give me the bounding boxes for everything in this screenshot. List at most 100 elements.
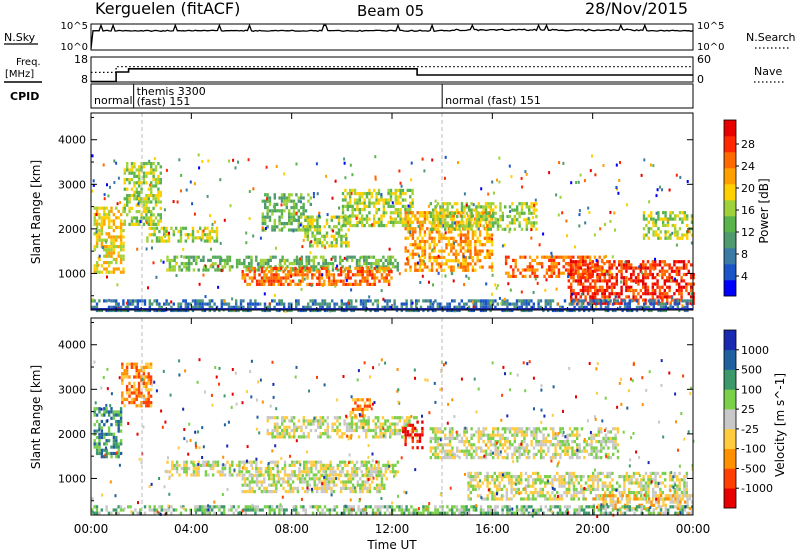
echo-cell xyxy=(363,474,367,478)
echo-cell xyxy=(130,168,134,172)
echo-cell xyxy=(436,430,440,434)
echo-cell xyxy=(304,234,307,238)
echo-cell xyxy=(380,198,383,202)
echo-cell xyxy=(133,174,136,178)
echo-cell xyxy=(340,234,343,238)
echo-cell xyxy=(343,302,346,306)
echo-cell xyxy=(618,292,621,296)
echo-cell xyxy=(504,255,508,259)
echo-cell xyxy=(472,449,476,453)
echo-cell xyxy=(673,279,676,283)
echo-cell xyxy=(421,254,424,258)
echo-cell xyxy=(489,301,492,305)
echo-cell xyxy=(316,221,319,226)
echo-cell xyxy=(368,295,371,299)
echo-cell xyxy=(134,195,137,199)
echo-cell xyxy=(327,282,331,286)
echo-cell xyxy=(288,199,291,203)
echo-cell xyxy=(361,276,364,280)
echo-cell xyxy=(211,467,215,471)
echo-cell xyxy=(371,302,375,306)
echo-cell xyxy=(580,305,583,309)
echo-cell xyxy=(138,197,141,201)
echo-cell xyxy=(344,217,347,221)
echo-cell xyxy=(196,299,199,303)
echo-cell xyxy=(330,234,333,238)
echo-cell xyxy=(243,463,246,467)
echo-cell xyxy=(394,198,397,202)
echo-cell xyxy=(470,299,473,303)
echo-cell xyxy=(398,432,401,436)
echo-cell xyxy=(349,204,352,208)
echo-cell xyxy=(191,239,195,243)
echo-cell xyxy=(406,220,410,224)
echo-cell xyxy=(125,388,129,392)
echo-cell xyxy=(344,176,347,180)
echo-cell xyxy=(525,205,528,209)
echo-cell xyxy=(310,467,313,471)
echo-cell xyxy=(657,217,660,221)
echo-cell xyxy=(347,480,350,484)
echo-cell xyxy=(444,224,447,228)
echo-cell xyxy=(588,211,591,214)
echo-cell xyxy=(105,213,108,217)
echo-cell xyxy=(278,218,281,222)
echo-cell xyxy=(444,221,447,225)
echo-cell xyxy=(646,292,650,296)
echo-cell xyxy=(278,209,281,213)
echo-cell xyxy=(416,261,419,265)
echo-cell xyxy=(373,220,376,224)
echo-cell xyxy=(326,416,329,420)
echo-cell xyxy=(300,206,303,210)
echo-cell xyxy=(283,435,286,439)
echo-cell xyxy=(122,229,125,233)
echo-cell xyxy=(238,463,241,467)
echo-cell xyxy=(574,269,578,273)
echo-cell xyxy=(282,270,285,274)
echo-cell xyxy=(652,217,655,221)
echo-cell xyxy=(682,260,686,264)
echo-cell xyxy=(429,456,432,460)
echo-cell xyxy=(306,480,309,484)
echo-cell xyxy=(392,192,395,196)
echo-cell xyxy=(336,428,339,433)
echo-cell xyxy=(375,195,378,199)
echo-cell xyxy=(676,299,679,303)
echo-cell xyxy=(436,443,440,447)
echo-cell xyxy=(145,216,148,220)
echo-cell xyxy=(380,480,384,484)
echo-cell xyxy=(258,282,261,286)
echo-cell xyxy=(658,273,661,277)
echo-cell xyxy=(548,274,551,278)
echo-cell xyxy=(344,224,347,228)
echo-cell xyxy=(375,211,378,215)
echo-cell xyxy=(647,236,650,240)
echo-cell xyxy=(342,486,345,490)
echo-cell xyxy=(432,211,435,215)
echo-cell xyxy=(386,302,389,306)
echo-cell xyxy=(210,263,213,267)
echo-cell xyxy=(389,198,393,202)
echo-cell xyxy=(318,228,321,232)
echo-cell xyxy=(152,162,155,166)
echo-cell xyxy=(615,279,618,283)
echo-cell xyxy=(138,165,141,169)
echo-cell xyxy=(95,261,99,265)
echo-cell xyxy=(459,239,463,244)
echo-cell xyxy=(331,428,334,433)
echo-cell xyxy=(232,158,235,162)
echo-cell xyxy=(267,258,270,262)
echo-cell xyxy=(342,234,345,238)
echo-cell xyxy=(303,273,307,277)
echo-cell xyxy=(206,194,209,198)
echo-cell xyxy=(272,266,276,270)
echo-cell xyxy=(669,214,672,218)
echo-cell xyxy=(650,217,653,221)
echo-cell xyxy=(405,419,409,423)
echo-cell xyxy=(130,385,134,389)
echo-cell xyxy=(496,224,500,228)
nave-tick-bottom: 0 xyxy=(697,73,704,86)
echo-cell xyxy=(221,265,224,269)
echo-cell xyxy=(450,249,453,253)
